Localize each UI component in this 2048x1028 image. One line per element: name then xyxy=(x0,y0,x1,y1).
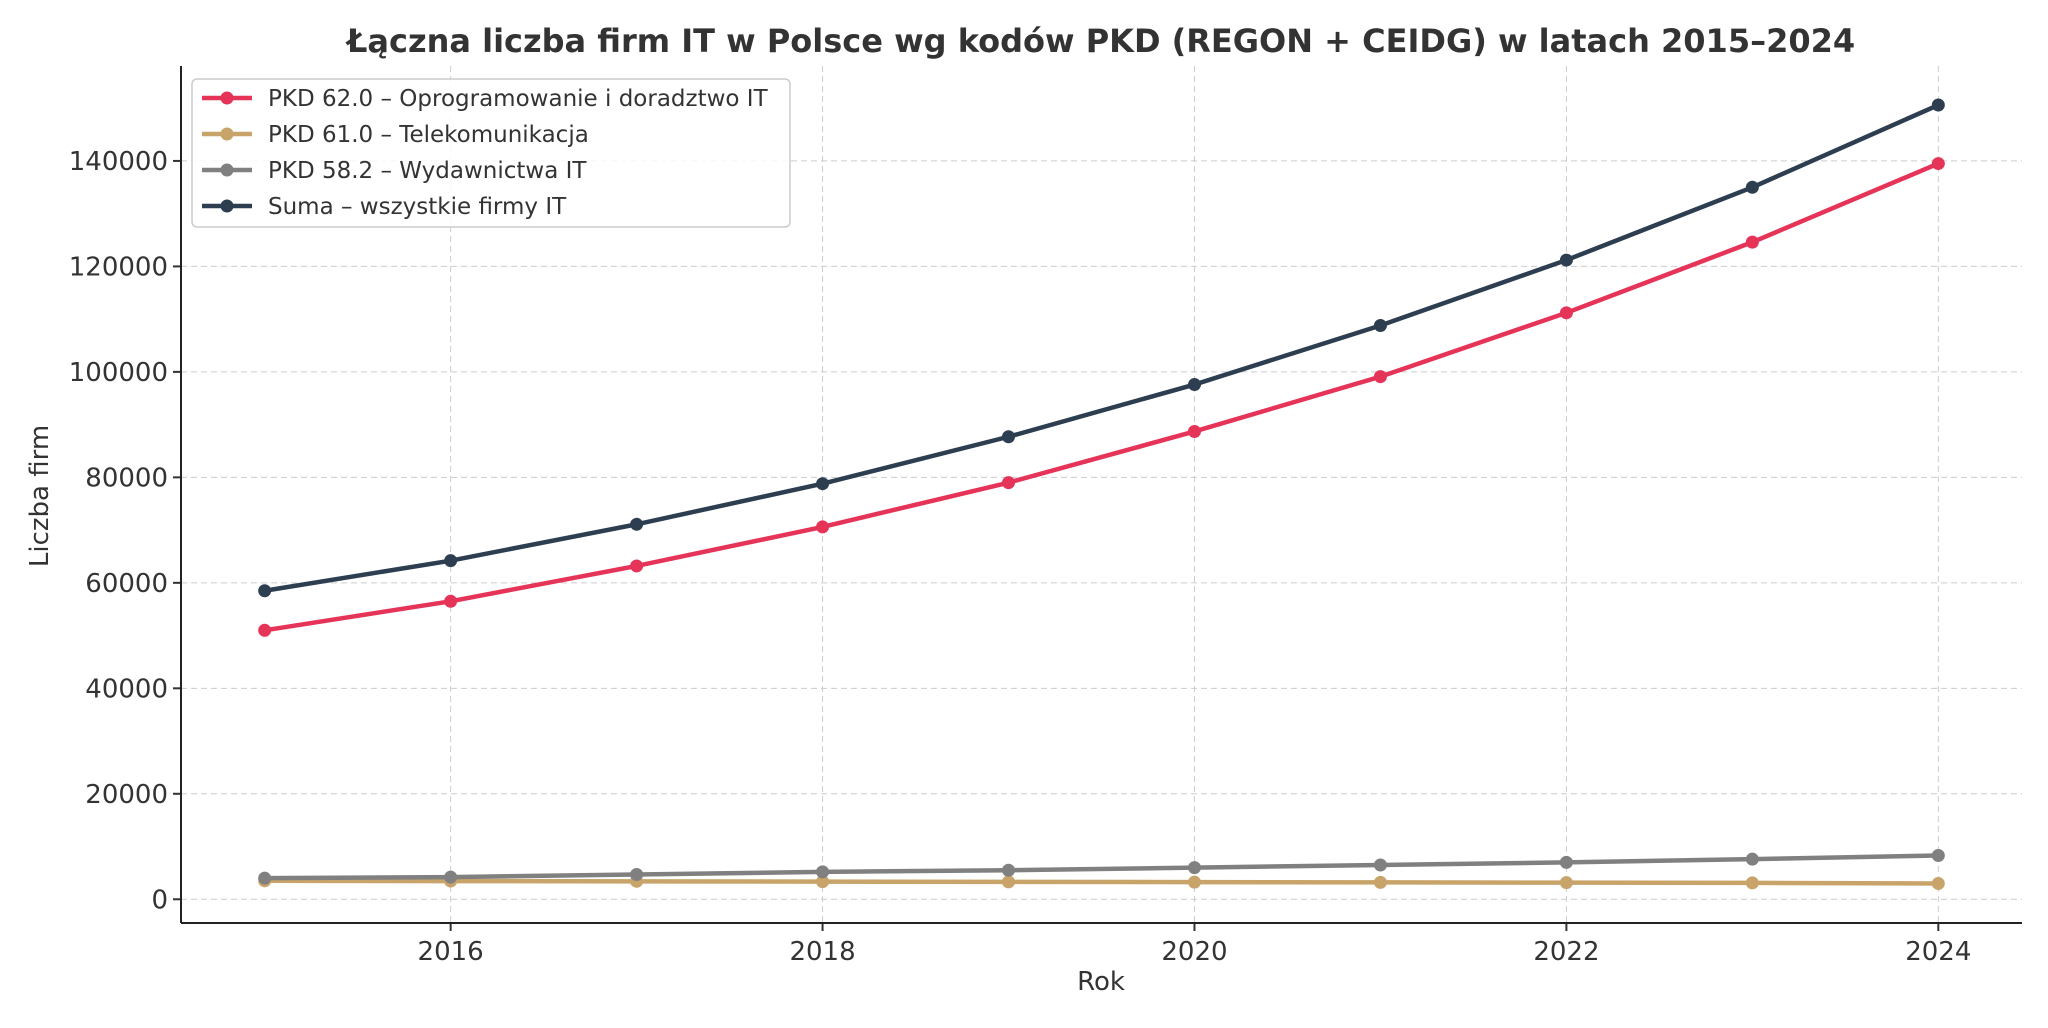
legend-label: PKD 62.0 – Oprogramowanie i doradztwo IT xyxy=(268,86,769,112)
x-tick-label: 2024 xyxy=(1905,937,1971,967)
y-tick-label: 20000 xyxy=(85,780,168,810)
y-tick-label: 100000 xyxy=(69,358,168,388)
data-point xyxy=(1002,875,1016,889)
legend-label: PKD 58.2 – Wydawnictwa IT xyxy=(268,158,587,184)
data-point xyxy=(1187,861,1201,875)
x-tick-label: 2018 xyxy=(789,937,855,967)
data-point xyxy=(1931,98,1945,112)
data-point xyxy=(1931,876,1945,890)
legend-box xyxy=(191,78,791,228)
data-point xyxy=(1745,852,1759,866)
data-point xyxy=(1002,430,1016,444)
data-point xyxy=(1187,378,1201,392)
legend-swatch-marker xyxy=(220,91,234,105)
data-point xyxy=(444,594,458,608)
data-point xyxy=(816,520,830,534)
series-line xyxy=(264,853,1939,881)
y-tick-label: 80000 xyxy=(85,463,168,493)
legend-label: PKD 61.0 – Telekomunikacja xyxy=(268,122,589,148)
data-point xyxy=(1931,848,1945,862)
data-point xyxy=(1002,863,1016,877)
data-point xyxy=(258,623,272,637)
data-point xyxy=(816,875,830,889)
data-point xyxy=(1745,876,1759,890)
data-point xyxy=(1931,157,1945,171)
data-point xyxy=(630,867,644,881)
y-tick-label: 40000 xyxy=(85,674,168,704)
y-tick-label: 120000 xyxy=(69,252,168,282)
legend-swatch-marker xyxy=(220,199,234,213)
x-axis-label: Rok xyxy=(1077,967,1125,997)
x-tick-label: 2020 xyxy=(1161,937,1227,967)
legend-swatch-marker xyxy=(220,163,234,177)
data-point xyxy=(816,477,830,491)
data-point xyxy=(1373,875,1387,889)
y-tick-label: 140000 xyxy=(69,147,168,177)
data-point xyxy=(1373,858,1387,872)
data-point xyxy=(444,870,458,884)
y-tick-label: 60000 xyxy=(85,569,168,599)
data-point xyxy=(1187,424,1201,438)
data-point xyxy=(816,865,830,879)
x-tick-label: 2022 xyxy=(1533,937,1599,967)
data-point xyxy=(1745,180,1759,194)
data-point xyxy=(258,871,272,885)
x-tick-label: 2016 xyxy=(418,937,484,967)
legend: PKD 62.0 – Oprogramowanie i doradztwo IT… xyxy=(191,78,791,228)
data-point xyxy=(1559,253,1573,267)
data-point xyxy=(444,554,458,568)
data-point xyxy=(1745,235,1759,249)
data-point xyxy=(258,584,272,598)
series-line xyxy=(264,878,1939,886)
legend-label: Suma – wszystkie firmy IT xyxy=(268,194,567,220)
data-point xyxy=(1002,476,1016,490)
chart-title: Łączna liczba firm IT w Polsce wg kodów … xyxy=(345,22,1855,60)
series-line xyxy=(264,102,1940,593)
y-tick-label: 0 xyxy=(151,885,168,915)
data-point xyxy=(630,559,644,573)
data-point xyxy=(1373,318,1387,332)
data-point xyxy=(1187,875,1201,889)
y-axis-label: Liczba firm xyxy=(25,425,55,567)
data-point xyxy=(630,517,644,531)
legend-swatch-marker xyxy=(220,127,234,141)
data-point xyxy=(1373,370,1387,384)
data-point xyxy=(1559,876,1573,890)
series-line xyxy=(264,161,1940,633)
data-point xyxy=(1559,855,1573,869)
data-point xyxy=(1559,306,1573,320)
